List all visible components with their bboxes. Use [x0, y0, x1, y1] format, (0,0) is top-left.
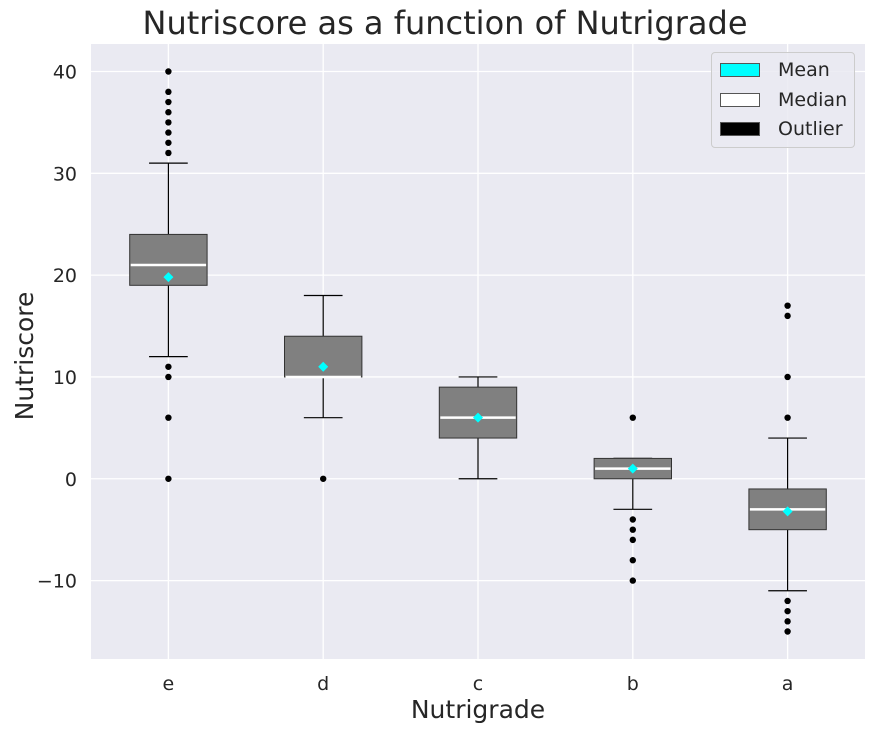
x-tick-label: a: [782, 673, 794, 695]
outlier-point: [165, 119, 172, 126]
outlier-point: [165, 373, 172, 381]
x-axis-label: Nutrigrade: [411, 695, 545, 724]
box-iqr: [438, 386, 518, 439]
legend-item-median: Median: [720, 89, 847, 111]
x-tick-label: e: [163, 673, 175, 695]
legend: Mean Median Outlier: [711, 52, 855, 148]
outlier-point: [165, 414, 172, 421]
box-group-a: [748, 302, 827, 635]
legend-swatch-mean: [720, 63, 760, 77]
x-tick-label: b: [627, 673, 639, 695]
y-tick-label: 20: [53, 265, 77, 287]
y-axis-label: Nutriscore: [10, 292, 39, 421]
y-tick-label: 40: [53, 61, 77, 83]
outlier-point: [165, 475, 172, 482]
outlier-point: [629, 557, 636, 564]
mean-marker: [163, 272, 174, 283]
box-group-c: [438, 376, 518, 480]
outlier-point: [784, 414, 791, 421]
outlier-point: [784, 302, 791, 309]
boxes: [129, 68, 827, 635]
outlier-point: [165, 149, 172, 157]
outlier-point: [784, 312, 791, 320]
outlier-point: [629, 526, 636, 533]
outlier-point: [629, 536, 636, 544]
outlier-point: [629, 516, 636, 523]
y-tick-label: 10: [53, 367, 77, 389]
box-group-d: [284, 294, 363, 482]
box-group-e: [129, 68, 208, 482]
mean-marker: [473, 412, 483, 423]
y-tick-label: −10: [37, 571, 77, 593]
box-group-b: [593, 414, 672, 584]
legend-item-mean: Mean: [720, 59, 830, 81]
outlier-point: [784, 597, 791, 605]
outlier-point: [165, 139, 172, 146]
outlier-point: [165, 129, 172, 136]
outlier-point: [784, 607, 791, 615]
chart-title: Nutriscore as a function of Nutrigrade: [143, 4, 748, 42]
outlier-point: [629, 414, 636, 421]
y-tick-label: 30: [53, 163, 77, 185]
y-tick-label: 0: [65, 469, 77, 491]
outlier-point: [165, 363, 172, 370]
outlier-point: [629, 577, 636, 584]
legend-swatch-median: [720, 93, 760, 107]
legend-label-median: Median: [778, 89, 848, 111]
legend-item-outlier: Outlier: [720, 118, 843, 140]
legend-label-outlier: Outlier: [778, 118, 843, 140]
outlier-point: [165, 98, 172, 106]
outlier-point: [165, 109, 172, 116]
legend-label-mean: Mean: [778, 59, 830, 81]
legend-swatch-outlier: [720, 122, 760, 136]
outlier-point: [320, 475, 327, 482]
mean-marker: [782, 506, 793, 517]
outlier-point: [165, 68, 172, 75]
outlier-point: [165, 88, 172, 96]
outlier-point: [784, 373, 791, 381]
y-tick-labels: −10 0 10 20 30 40: [37, 61, 77, 592]
x-tick-label: c: [473, 673, 483, 695]
x-tick-label: d: [317, 673, 329, 695]
outlier-point: [784, 628, 791, 635]
mean-marker: [627, 463, 638, 474]
mean-marker: [318, 361, 329, 372]
outlier-point: [784, 618, 791, 625]
